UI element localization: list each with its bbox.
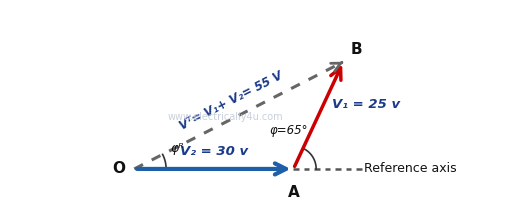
- Text: φ=65°: φ=65°: [270, 124, 308, 137]
- Text: V₂ = 30 v: V₂ = 30 v: [180, 145, 248, 158]
- Text: φᴿ: φᴿ: [171, 142, 184, 155]
- Text: Reference axis: Reference axis: [364, 162, 457, 176]
- Text: Vᵀ= V₁+ V₂= 55 V: Vᵀ= V₁+ V₂= 55 V: [178, 69, 285, 132]
- Text: O: O: [112, 162, 125, 176]
- Text: www.electrically4u.com: www.electrically4u.com: [167, 112, 283, 122]
- Text: B: B: [350, 42, 362, 57]
- Text: A: A: [287, 185, 299, 200]
- Text: V₁ = 25 v: V₁ = 25 v: [332, 98, 400, 111]
